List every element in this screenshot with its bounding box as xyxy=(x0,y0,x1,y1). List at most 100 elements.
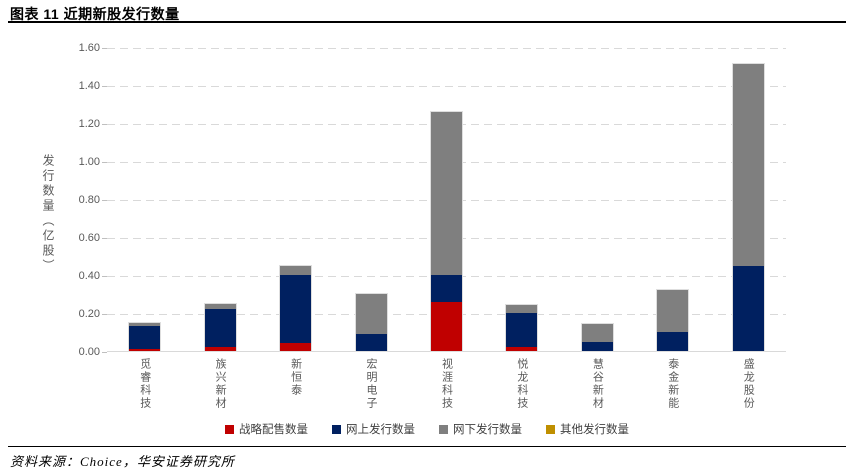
bar-column-新恒泰 xyxy=(258,48,333,353)
x-label-column: 族兴新材 xyxy=(182,358,257,410)
y-tick-mark xyxy=(102,200,107,201)
bar-segment-网上发行数量 xyxy=(506,313,538,348)
bar-segment-网下发行数量 xyxy=(430,111,462,276)
bar-stack xyxy=(505,304,539,352)
y-tick-label: 1.20 xyxy=(78,118,100,130)
x-axis-label: 宏明电子 xyxy=(365,358,378,410)
y-tick-label: 1.40 xyxy=(78,80,100,92)
y-tick-label: 0.80 xyxy=(78,194,100,206)
bar-segment-网下发行数量 xyxy=(280,265,312,276)
bar-segment-战略配售数量 xyxy=(129,349,161,351)
bar-column-觅睿科技 xyxy=(107,48,182,352)
bar-stack xyxy=(354,293,388,352)
x-label-column: 泰金新能 xyxy=(635,358,710,410)
x-axis-label: 盛龙股份 xyxy=(742,358,755,410)
bar-segment-网下发行数量 xyxy=(506,305,538,314)
bar-segment-网上发行数量 xyxy=(355,333,387,351)
bar-segment-网下发行数量 xyxy=(204,303,236,310)
bar-column-泰金新能 xyxy=(635,48,710,352)
y-tick-mark xyxy=(102,238,107,239)
bar-segment-网上发行数量 xyxy=(732,265,764,351)
legend-label: 其他发行数量 xyxy=(560,424,629,436)
legend-swatch-icon xyxy=(546,424,555,434)
y-tick-label: 0.00 xyxy=(78,346,100,358)
x-label-column: 盛龙股份 xyxy=(711,358,786,410)
x-label-column: 悦龙科技 xyxy=(484,358,559,410)
bars xyxy=(107,48,786,353)
bar-segment-网下发行数量 xyxy=(129,323,161,327)
legend-item: 战略配售数量 xyxy=(225,421,308,437)
legend-swatch-icon xyxy=(439,424,448,434)
bar-column-宏明电子 xyxy=(333,48,408,352)
chart-title: 图表 11 近期新股发行数量 xyxy=(10,6,180,22)
x-axis-label: 觅睿科技 xyxy=(138,358,151,410)
legend-item: 网上发行数量 xyxy=(332,421,415,437)
y-tick-mark xyxy=(102,48,107,49)
y-tick-mark xyxy=(102,276,107,277)
bar-segment-网上发行数量 xyxy=(657,332,689,351)
bar-column-盛龙股份 xyxy=(711,48,786,352)
bar-segment-战略配售数量 xyxy=(506,347,538,351)
bar-segment-网下发行数量 xyxy=(355,294,387,334)
chart-area: 发行数量（亿股） 0.00 0.20 0.40 0.60 0.80 1.00 1.20 1.4… xyxy=(0,28,854,420)
bar-segment-网下发行数量 xyxy=(581,324,613,342)
bar-column-族兴新材 xyxy=(182,48,257,353)
legend-swatch-icon xyxy=(225,424,234,434)
bar-stack xyxy=(656,289,690,352)
y-tick-label: 0.60 xyxy=(78,232,100,244)
y-tick-label: 0.40 xyxy=(78,270,100,282)
bar-stack xyxy=(203,302,237,353)
y-tick-label: 0.20 xyxy=(78,308,100,320)
bar-segment-战略配售数量 xyxy=(430,301,462,351)
y-tick-mark xyxy=(102,162,107,163)
legend-label: 网下发行数量 xyxy=(453,424,522,436)
bar-segment-网上发行数量 xyxy=(430,275,462,302)
x-axis-label: 新恒泰 xyxy=(289,358,302,397)
x-axis-label: 慧谷新材 xyxy=(591,358,604,410)
gridline xyxy=(107,86,786,87)
y-tick-mark xyxy=(102,124,107,125)
y-tick-mark xyxy=(102,86,107,87)
legend-item: 其他发行数量 xyxy=(546,421,629,437)
y-tick-label: 1.60 xyxy=(78,42,100,54)
y-axis-title: 发行数量（亿股） xyxy=(41,154,55,274)
legend-swatch-icon xyxy=(332,424,341,434)
x-label-column: 慧谷新材 xyxy=(560,358,635,410)
bar-stack xyxy=(128,322,162,352)
bar-segment-网下发行数量 xyxy=(732,64,764,266)
bar-stack xyxy=(580,323,614,352)
title-divider xyxy=(8,21,846,23)
bar-segment-网上发行数量 xyxy=(204,309,236,348)
x-label-column: 新恒泰 xyxy=(258,358,333,410)
bar-segment-战略配售数量 xyxy=(204,347,236,351)
y-tick-mark xyxy=(102,352,107,353)
y-tick-label: 1.00 xyxy=(78,156,100,168)
y-tick-mark xyxy=(102,314,107,315)
bar-column-视涯科技 xyxy=(409,48,484,353)
bar-stack xyxy=(429,110,463,353)
x-axis-label: 族兴新材 xyxy=(214,358,227,410)
legend-label: 网上发行数量 xyxy=(346,424,415,436)
x-label-column: 觅睿科技 xyxy=(107,358,182,410)
bar-column-慧谷新材 xyxy=(560,48,635,352)
bar-stack xyxy=(279,264,313,353)
bar-stack xyxy=(731,63,765,352)
plot-area xyxy=(107,48,786,353)
bar-column-悦龙科技 xyxy=(484,48,559,352)
x-axis-label: 泰金新能 xyxy=(666,358,679,410)
x-axis-labels: 觅睿科技 族兴新材 新恒泰 宏明电子 视涯科技 悦龙科技 慧谷新材 泰金新能 盛龙股份 xyxy=(107,358,786,410)
source-note: 资料来源：Choice，华安证券研究所 xyxy=(10,454,235,469)
x-axis-label: 悦龙科技 xyxy=(515,358,528,410)
legend-item: 网下发行数量 xyxy=(439,421,522,437)
bar-segment-网上发行数量 xyxy=(129,326,161,350)
legend-label: 战略配售数量 xyxy=(239,424,308,436)
gridline xyxy=(107,48,786,49)
x-axis-label: 视涯科技 xyxy=(440,358,453,410)
footer-divider xyxy=(8,446,846,447)
bar-segment-战略配售数量 xyxy=(280,343,312,351)
legend: 战略配售数量 网上发行数量 网下发行数量 其他发行数量 xyxy=(0,421,854,437)
x-label-column: 视涯科技 xyxy=(409,358,484,410)
bar-segment-网上发行数量 xyxy=(280,275,312,344)
x-label-column: 宏明电子 xyxy=(333,358,408,410)
